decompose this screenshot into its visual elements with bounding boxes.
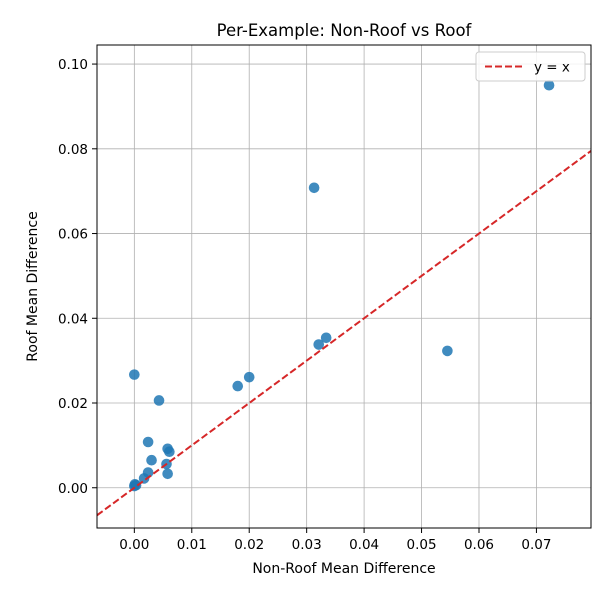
x-tick-label: 0.00: [119, 537, 149, 553]
y-tick-label: 0.00: [58, 481, 88, 497]
y-tick-label: 0.08: [58, 142, 88, 158]
x-tick-label: 0.06: [464, 537, 494, 553]
x-tick-label: 0.02: [234, 537, 264, 553]
axis-ticks: 0.00 0.01 0.02 0.03 0.04 0.05 0.06 0.07 0.00 0.02…: [58, 57, 552, 553]
y-tick-label: 0.02: [58, 396, 88, 412]
x-tick-label: 0.05: [407, 537, 437, 553]
y-tick-label: 0.10: [58, 57, 88, 73]
scatter-point: [232, 380, 244, 392]
plot-frame: [96, 44, 592, 529]
y-tick-label: 0.06: [58, 227, 88, 243]
scatter-point: [243, 371, 255, 383]
legend-box: [475, 51, 586, 82]
y-tick-label: 0.04: [58, 311, 88, 327]
chart-title: Per-Example: Non-Roof vs Roof: [217, 21, 473, 40]
scatter-point: [142, 436, 154, 448]
scatter-point: [164, 446, 175, 458]
scatter-point: [162, 468, 173, 480]
scatter-point: [442, 345, 453, 357]
scatter-point: [153, 395, 165, 406]
scatter-point: [146, 454, 157, 466]
scatter-point: [308, 182, 320, 194]
y-axis-label: Roof Mean Difference: [25, 211, 41, 361]
scatter-point: [543, 79, 555, 91]
scatter-point: [320, 332, 332, 344]
x-tick-label: 0.01: [177, 537, 207, 553]
legend-label-y-equals-x: y = x: [534, 60, 570, 76]
plot-data: [97, 79, 591, 517]
scatter-point: [142, 467, 154, 478]
legend: y = x: [475, 51, 586, 82]
scatter-point: [313, 339, 325, 350]
reference-line-y-equals-x: [97, 150, 591, 517]
x-tick-label: 0.04: [349, 537, 379, 553]
x-axis-label: Non-Roof Mean Difference: [252, 561, 435, 577]
x-tick-label: 0.07: [521, 537, 551, 553]
x-tick-label: 0.03: [292, 537, 322, 553]
scatter-point: [129, 369, 140, 380]
